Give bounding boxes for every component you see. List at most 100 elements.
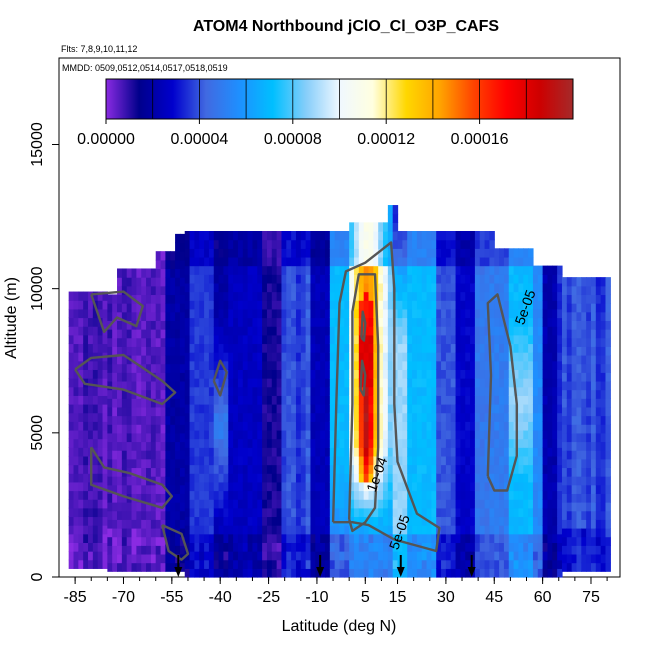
heatmap-cell	[281, 265, 287, 275]
heatmap-cell	[83, 542, 89, 552]
heatmap-cell	[97, 300, 104, 310]
heatmap-cell	[92, 525, 99, 535]
heatmap-cell	[436, 300, 442, 310]
heatmap-cell	[576, 519, 582, 529]
heatmap-cell	[532, 559, 539, 569]
heatmap-cell	[407, 291, 413, 301]
heatmap-cell	[547, 291, 553, 301]
heatmap-cell	[421, 256, 428, 267]
heatmap-cell	[547, 386, 553, 396]
heatmap-cell	[547, 568, 553, 578]
heatmap-cell	[242, 300, 249, 310]
heatmap-cell	[262, 317, 268, 327]
heatmap-cell	[73, 447, 79, 457]
heatmap-cell	[160, 303, 166, 313]
heatmap-cell	[189, 473, 196, 483]
heatmap-cell	[257, 533, 263, 543]
heatmap-cell	[528, 308, 534, 319]
heatmap-cell	[392, 447, 399, 457]
heatmap-cell	[68, 404, 75, 414]
heatmap-cell	[247, 421, 254, 431]
heatmap-cell	[373, 516, 379, 526]
heatmap-cell	[233, 231, 239, 241]
heatmap-cell	[547, 360, 553, 370]
heatmap-cell	[455, 326, 462, 336]
heatmap-cell	[286, 291, 292, 301]
heatmap-cell	[179, 510, 186, 520]
heatmap-cell	[354, 300, 360, 310]
heatmap-cell	[237, 447, 244, 457]
heatmap-cell	[78, 533, 84, 543]
heatmap-cell	[479, 481, 486, 492]
heatmap-cell	[310, 481, 316, 492]
heatmap-cell	[295, 369, 302, 379]
heatmap-cell	[141, 502, 147, 512]
heatmap-cell	[286, 248, 292, 258]
heatmap-cell	[126, 337, 133, 347]
heatmap-cell	[228, 481, 234, 492]
heatmap-cell	[397, 490, 403, 500]
heatmap-cell	[595, 354, 602, 365]
heatmap-cell	[465, 490, 471, 500]
heatmap-cell	[513, 334, 520, 345]
heatmap-cell	[126, 502, 133, 512]
heatmap-cell	[528, 447, 534, 457]
heatmap-cell	[208, 421, 215, 431]
heatmap-cell	[571, 398, 578, 408]
heatmap-cell	[295, 438, 302, 448]
heatmap-cell	[233, 352, 239, 362]
heatmap-cell	[590, 285, 597, 296]
heatmap-cell	[494, 473, 500, 483]
heatmap-cell	[586, 536, 592, 546]
heatmap-cell	[373, 256, 379, 267]
heatmap-cell	[170, 545, 176, 555]
heatmap-cell	[537, 412, 544, 422]
heatmap-cell	[523, 481, 529, 492]
heatmap-cell	[441, 551, 447, 561]
heatmap-cell	[204, 231, 210, 241]
heatmap-cell	[450, 360, 457, 370]
heatmap-cell	[155, 519, 162, 529]
heatmap-cell	[479, 343, 486, 353]
heatmap-cell	[576, 432, 582, 443]
heatmap-cell	[242, 282, 249, 293]
heatmap-cell	[494, 438, 500, 448]
heatmap-cell	[68, 326, 75, 336]
heatmap-cell	[518, 464, 524, 474]
heatmap-cell	[590, 441, 597, 451]
heatmap-cell	[431, 378, 437, 388]
heatmap-cell	[305, 438, 312, 448]
heatmap-cell	[407, 248, 413, 258]
heatmap-cell	[291, 274, 297, 284]
heatmap-cell	[170, 268, 176, 278]
heatmap-cell	[537, 282, 544, 293]
heatmap-cell	[262, 369, 268, 379]
heatmap-cell	[537, 551, 544, 561]
heatmap-cell	[416, 265, 423, 275]
heatmap-cell	[242, 507, 249, 518]
heatmap-cell	[126, 510, 133, 520]
heatmap-cell	[581, 329, 587, 339]
heatmap-cell	[291, 343, 297, 353]
heatmap-cell	[557, 429, 563, 440]
heatmap-cell	[605, 493, 611, 503]
heatmap-cell	[73, 352, 79, 362]
heatmap-cell	[315, 239, 321, 249]
heatmap-cell	[179, 233, 186, 244]
heatmap-cell	[170, 432, 176, 443]
heatmap-cell	[407, 265, 413, 275]
heatmap-cell	[581, 294, 587, 304]
heatmap-cell	[329, 395, 336, 405]
heatmap-cell	[223, 317, 229, 327]
heatmap-cell	[455, 507, 462, 518]
heatmap-cell	[126, 380, 133, 391]
heatmap-cell	[508, 248, 515, 258]
heatmap-cell	[194, 360, 200, 370]
heatmap-cell	[605, 467, 611, 477]
heatmap-cell	[136, 536, 142, 546]
heatmap-cell	[450, 455, 457, 466]
heatmap-cell	[233, 447, 239, 457]
heatmap-cell	[281, 499, 287, 509]
heatmap-cell	[155, 380, 162, 391]
heatmap-cell	[320, 481, 326, 492]
